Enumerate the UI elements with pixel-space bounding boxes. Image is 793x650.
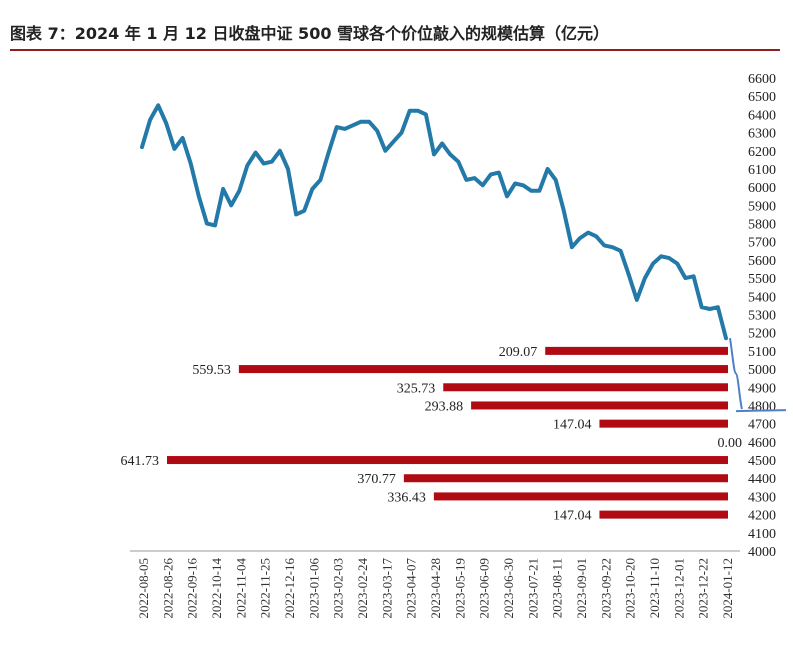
x-axis-ticks: 2022-08-05 2022-08-26 2022-09-16 2022-10-14… [136,558,735,619]
y-tick-label: 5800 [748,218,776,233]
x-tick-label: 2023-07-21 [525,558,540,619]
y-tick-label: 5300 [748,309,776,324]
y-tick-label: 4300 [748,490,776,505]
bar [471,401,728,410]
x-tick-label: 2023-10-20 [623,558,638,619]
y-tick-label: 6000 [748,181,776,196]
y-tick-label: 4800 [748,399,776,414]
x-tick-label: 2022-08-26 [160,558,175,619]
y-tick-label: 5200 [748,327,776,342]
y-tick-label: 4900 [748,381,776,396]
y-tick-label: 4000 [748,545,776,560]
y-tick-label: 5400 [748,290,776,305]
title-rule [10,49,780,51]
x-tick-label: 2022-09-16 [185,558,200,619]
x-tick-label: 2022-11-25 [258,558,273,618]
x-tick-label: 2023-09-22 [598,558,613,619]
x-tick-label: 2023-12-01 [671,558,686,619]
y-tick-label: 4600 [748,436,776,451]
bar-value-label: 0.00 [718,436,743,451]
y-tick-label: 5600 [748,254,776,269]
x-tick-label: 2022-11-04 [233,558,248,619]
y-tick-label: 4500 [748,454,776,469]
y-tick-label: 4100 [748,527,776,542]
y-tick-label: 5000 [748,363,776,378]
bars-group [167,346,728,519]
x-tick-label: 2023-05-19 [452,558,467,619]
x-tick-label: 2022-12-16 [282,558,297,619]
bar-value-label: 559.53 [192,363,231,378]
x-tick-label: 2023-01-06 [306,558,321,619]
bar [433,492,728,501]
y-axis-ticks: 6600 6500 6400 6300 6200 6100 6000 5900 5800 5700… [748,72,776,560]
bar [238,365,728,374]
y-tick-label: 4200 [748,509,776,524]
y-tick-label: 6400 [748,108,776,123]
bar-labels-group: 209.07 559.53 325.73 293.88 147.04 0.00 641.73… [121,345,743,524]
y-tick-label: 5700 [748,236,776,251]
bar [599,419,728,428]
x-tick-label: 2023-04-07 [404,558,419,619]
x-tick-label: 2023-06-09 [477,558,492,619]
y-tick-label: 4700 [748,418,776,433]
x-tick-label: 2022-08-05 [136,558,151,619]
bar-value-label: 325.73 [397,381,436,396]
x-tick-label: 2023-09-01 [574,558,589,619]
bar [443,383,728,392]
x-tick-label: 2023-02-24 [355,558,370,619]
y-tick-label: 6100 [748,163,776,178]
y-tick-label: 6600 [748,72,776,87]
bar [599,510,728,519]
y-tick-label: 5500 [748,272,776,287]
bar-value-label: 336.43 [387,490,426,505]
annotation [729,338,787,413]
y-tick-label: 6300 [748,127,776,142]
x-tick-label: 2023-04-28 [428,558,443,619]
annotation-stroke [729,338,743,410]
bar-value-label: 147.04 [553,509,592,524]
y-tick-label: 6500 [748,90,776,105]
x-tick-label: 2023-11-10 [647,558,662,618]
chart-title: 图表 7：2024 年 1 月 12 日收盘中证 500 雪球各个价位敲入的规模… [10,24,610,43]
x-tick-label: 2023-08-11 [550,558,565,618]
y-tick-label: 4400 [748,472,776,487]
y-tick-label: 5900 [748,199,776,214]
x-tick-label: 2023-12-22 [696,558,711,619]
bar-value-label: 147.04 [553,418,592,433]
bar-value-label: 293.88 [425,399,464,414]
y-tick-label: 6200 [748,145,776,160]
bar [167,456,728,465]
x-tick-label: 2023-06-30 [501,558,516,619]
bar-value-label: 370.77 [357,472,396,487]
x-tick-label: 2022-10-14 [209,558,224,619]
bar [403,474,728,483]
y-tick-label: 5100 [748,345,776,360]
x-tick-label: 2023-03-17 [379,558,394,619]
x-tick-label: 2023-02-03 [331,558,346,619]
price-line [140,103,728,341]
x-tick-label: 2024-01-12 [720,558,735,619]
bar [545,346,728,355]
bar-value-label: 641.73 [121,454,160,469]
annotation-baseline [735,409,787,413]
bar-value-label: 209.07 [499,345,538,360]
